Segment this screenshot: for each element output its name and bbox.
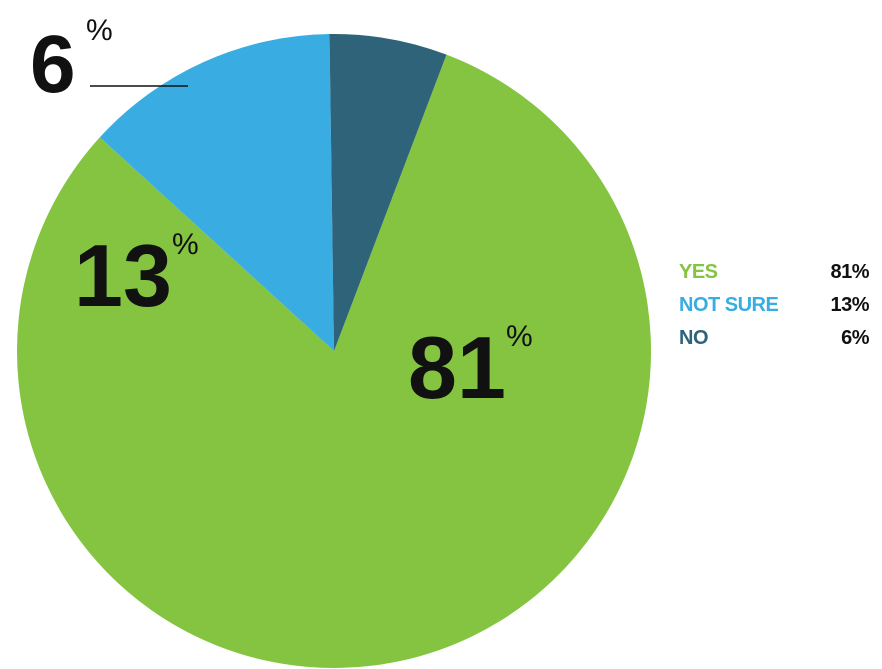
legend-value-not-sure: 13% <box>830 294 869 316</box>
legend-value-no: 6% <box>841 327 869 349</box>
pie-slice-not-sure <box>99 34 334 352</box>
legend-value-yes: 81% <box>830 261 869 283</box>
yes-slice-label: 81 <box>408 318 506 417</box>
yes-slice-label-unit: % <box>506 320 533 353</box>
legend-item-yes: YES 81% <box>679 256 869 289</box>
not-sure-slice-label-unit: % <box>172 228 199 261</box>
pie-slice-yes <box>16 54 652 668</box>
legend-label-not-sure: NOT SURE <box>679 294 779 316</box>
pie-slice-no <box>329 34 447 352</box>
no-slice-label: 6 <box>30 19 76 110</box>
no-slice-label-unit: % <box>86 14 113 47</box>
pie-slices <box>16 34 652 668</box>
not-sure-slice-label: 13 <box>74 226 172 325</box>
legend-item-not-sure: NOT SURE 13% <box>679 289 869 322</box>
legend-item-no: NO 6% <box>679 322 869 355</box>
legend-label-yes: YES <box>679 261 718 283</box>
legend-label-no: NO <box>679 327 709 349</box>
legend: YES 81% NOT SURE 13% NO 6% <box>679 256 869 355</box>
